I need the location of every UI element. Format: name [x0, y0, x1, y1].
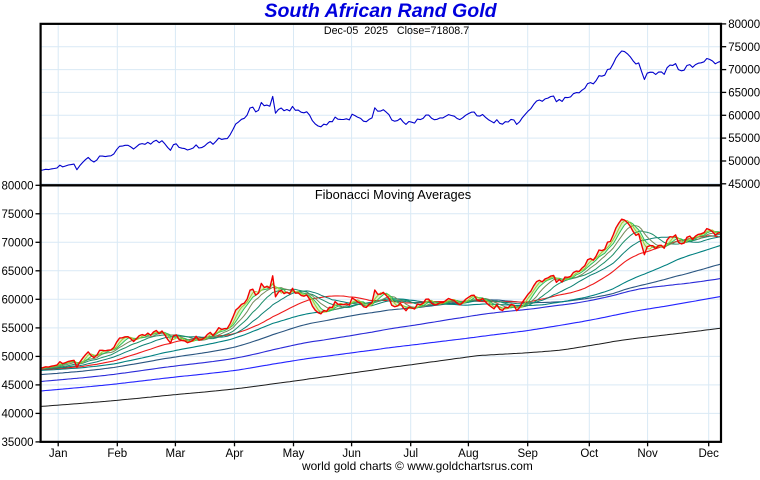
svg-text:65000: 65000 — [728, 88, 760, 100]
svg-text:Apr: Apr — [226, 448, 244, 460]
svg-text:70000: 70000 — [728, 65, 760, 77]
svg-text:Dec: Dec — [698, 448, 719, 460]
svg-text:Nov: Nov — [637, 448, 658, 460]
svg-text:Mar: Mar — [165, 448, 185, 460]
svg-text:Dec-05 2025 Close=71808.7: Dec-05 2025 Close=71808.7 — [324, 25, 469, 37]
svg-text:South African Rand Gold: South African Rand Gold — [264, 0, 497, 22]
svg-text:Aug: Aug — [458, 448, 478, 460]
svg-text:55000: 55000 — [2, 323, 34, 335]
svg-text:45000: 45000 — [728, 179, 760, 191]
svg-text:70000: 70000 — [2, 237, 34, 249]
svg-text:Oct: Oct — [580, 448, 599, 460]
svg-text:Jan: Jan — [49, 448, 68, 460]
svg-text:60000: 60000 — [2, 294, 34, 306]
svg-text:Jul: Jul — [403, 448, 418, 460]
svg-text:80000: 80000 — [728, 19, 760, 31]
svg-text:May: May — [283, 448, 305, 460]
svg-text:50000: 50000 — [728, 156, 760, 168]
svg-text:Feb: Feb — [107, 448, 127, 460]
svg-text:40000: 40000 — [2, 409, 34, 421]
svg-text:Jun: Jun — [342, 448, 361, 460]
svg-text:50000: 50000 — [2, 352, 34, 364]
svg-text:80000: 80000 — [2, 180, 34, 192]
svg-text:75000: 75000 — [728, 42, 760, 54]
svg-text:45000: 45000 — [2, 380, 34, 392]
svg-text:75000: 75000 — [2, 209, 34, 221]
svg-text:Fibonacci Moving Averages: Fibonacci Moving Averages — [315, 187, 471, 202]
svg-text:60000: 60000 — [728, 110, 760, 122]
svg-text:world gold charts © www.goldch: world gold charts © www.goldchartsrus.co… — [301, 459, 533, 473]
svg-text:55000: 55000 — [728, 133, 760, 145]
svg-text:65000: 65000 — [2, 266, 34, 278]
svg-text:35000: 35000 — [2, 437, 34, 449]
svg-text:Sep: Sep — [517, 448, 537, 460]
